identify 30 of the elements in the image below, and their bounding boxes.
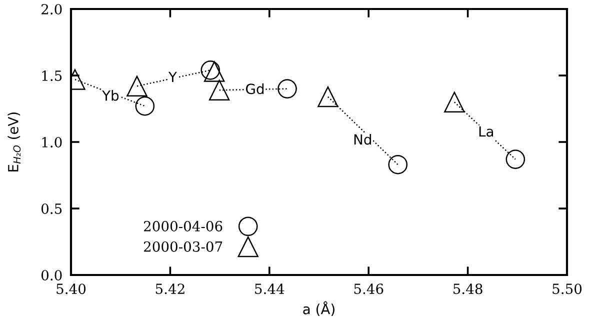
- point: [444, 92, 465, 112]
- point: [200, 60, 220, 80]
- legend-label: 2000-03-07: [144, 241, 222, 252]
- annotation: Nd: [354, 134, 371, 145]
- point: [506, 150, 526, 169]
- y-tick-label: 1.5: [42, 70, 62, 81]
- point: [126, 76, 148, 96]
- annotation: Y: [168, 72, 177, 82]
- x-tick-label: 5.50: [552, 284, 582, 294]
- x-tick-label: 5.46: [354, 284, 384, 294]
- y-axis-title: E$_{H₂O}$ (eV): [8, 112, 21, 172]
- y-tick-label: 0.5: [41, 203, 62, 214]
- annotation: Yb: [102, 90, 119, 101]
- y-tick-label: 0.0: [41, 270, 62, 280]
- point: [208, 80, 230, 100]
- point: [278, 79, 297, 98]
- y-tick-label: 2.0: [42, 4, 62, 14]
- point: [135, 96, 155, 116]
- x-tick-label: 5.40: [56, 284, 86, 294]
- annotation: La: [479, 126, 494, 137]
- x-tick-label: 5.44: [255, 284, 284, 294]
- x-axis-title: a (Å): [303, 301, 334, 316]
- point: [388, 154, 408, 174]
- annotation: Gd: [246, 83, 264, 94]
- y-tick-label: 1.0: [42, 136, 62, 148]
- legend-label: 2000-04-06: [144, 220, 222, 232]
- point: [318, 86, 338, 108]
- x-tick-label: 5.48: [454, 284, 482, 294]
- x-tick-label: 5.42: [156, 284, 184, 294]
- point: [204, 61, 225, 82]
